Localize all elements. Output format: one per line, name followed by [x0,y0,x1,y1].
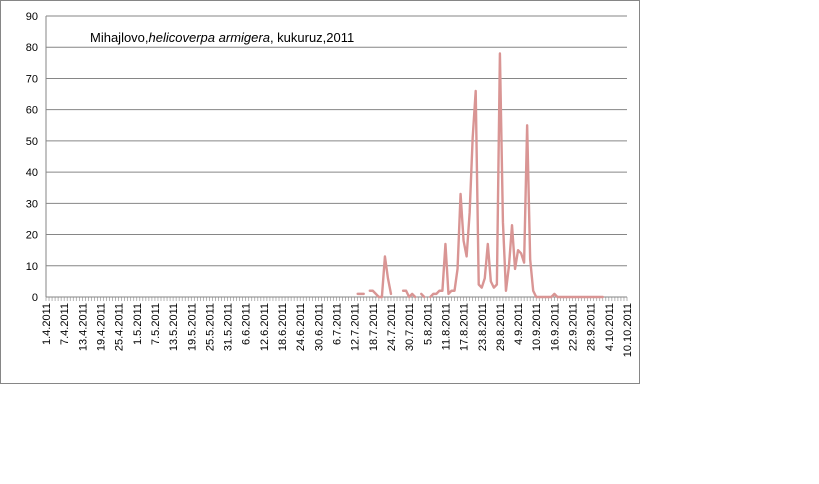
y-tick-label: 20 [26,230,38,242]
x-tick-label: 25.4.2011 [114,303,126,351]
x-tick-label: 25.5.2011 [204,303,216,351]
x-tick-label: 4.9.2011 [513,303,525,345]
gridlines [46,15,627,267]
series-line-segment [368,255,393,299]
x-tick-label: 19.4.2011 [95,303,107,351]
line-chart: 0 10 20 30 40 50 60 70 80 90 1.4.2011 7.4.2011 13.4… [26,11,634,357]
series-line-segment [401,289,417,299]
x-tick-label: 13.5.2011 [168,303,180,351]
x-tick-label: 12.7.2011 [350,303,362,351]
y-tick-label: 10 [26,261,38,273]
x-tick-label: 23.8.2011 [477,303,489,351]
axes [45,16,628,301]
y-tick-label: 0 [32,292,38,304]
x-tick-label: 18.6.2011 [277,303,289,351]
x-tick-label: 17.8.2011 [459,303,471,351]
x-tick-label: 7.4.2011 [59,303,71,345]
x-tick-label: 18.7.2011 [368,303,380,351]
x-tick-label: 12.6.2011 [259,303,271,351]
y-tick-label: 90 [26,11,38,23]
y-tick-label: 60 [26,105,38,117]
x-tick-label: 19.5.2011 [186,303,198,351]
y-tick-label: 70 [26,73,38,85]
x-tick-label: 10.10.2011 [622,303,634,357]
series-line [356,52,604,299]
x-tick-label: 11.8.2011 [440,303,452,350]
x-tick-label: 30.6.2011 [313,303,325,351]
chart-title: Mihajlovo,helicoverpa armigera, kukuruz,… [90,30,354,45]
chart-title-part: , kukuruz,2011 [270,30,354,45]
y-tick-label: 50 [26,136,38,148]
y-tick-label: 30 [26,198,38,210]
series-line-segment [429,52,604,299]
x-tick-label: 16.9.2011 [549,303,561,351]
chart-title-part: helicoverpa armigera [149,30,270,45]
x-tick-label: 31.5.2011 [223,303,235,351]
x-tick-label: 28.9.2011 [586,303,598,351]
x-tick-label: 4.10.2011 [604,303,616,351]
x-tick-label: 1.5.2011 [132,303,144,345]
y-tick-label: 80 [26,42,38,54]
x-tick-label: 6.7.2011 [332,303,344,345]
x-tick-label: 10.9.2011 [531,303,543,351]
x-tick-label: 5.8.2011 [422,303,434,345]
y-tick-label: 40 [26,167,38,179]
x-tick-label: 24.6.2011 [295,303,307,351]
chart-area: 0 10 20 30 40 50 60 70 80 90 1.4.2011 7.4.2011 13.4… [0,0,640,384]
x-tick-label: 30.7.2011 [404,303,416,351]
series-line-segment [420,292,426,299]
x-tick-label: 6.6.2011 [241,303,253,345]
chart-title-part: Mihajlovo, [90,30,149,45]
x-tick-label: 24.7.2011 [386,303,398,351]
x-tick-label: 13.4.2011 [77,303,89,351]
y-tick-labels: 0 10 20 30 40 50 60 70 80 90 [26,11,38,304]
x-tick-label: 1.4.2011 [41,303,53,345]
x-tick-label: 7.5.2011 [150,303,162,345]
x-tick-labels: 1.4.2011 7.4.2011 13.4.2011 19.4.2011 25.4.2… [41,303,634,357]
x-tick-label: 29.8.2011 [495,303,507,351]
x-tick-label: 22.9.2011 [568,303,580,351]
